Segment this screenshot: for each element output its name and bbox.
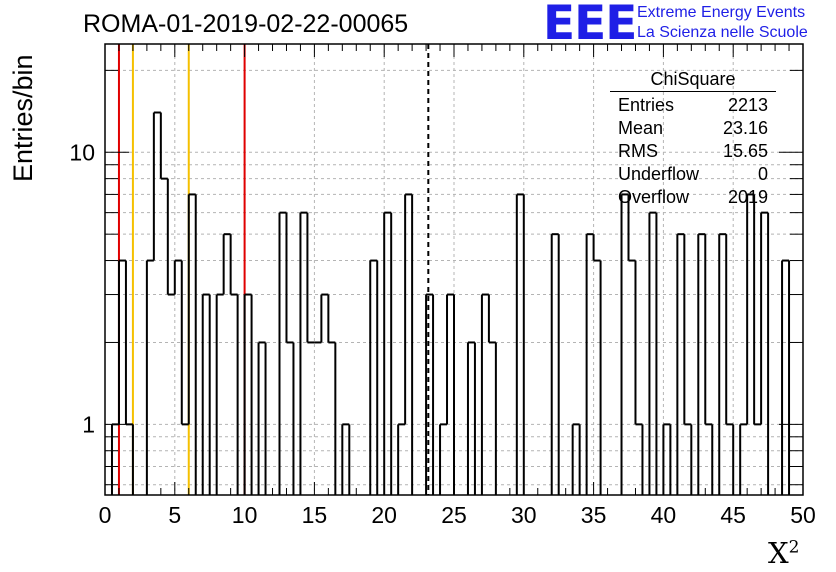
x-tick-label: 0 xyxy=(99,502,112,528)
chart-title: ROMA-01-2019-02-22-00065 xyxy=(83,10,409,38)
stats-divider xyxy=(610,91,776,92)
x-axis-label-superscript: 2 xyxy=(788,537,800,558)
y-tick-label: 10 xyxy=(69,139,95,165)
stats-row-underflow: Underflow 0 xyxy=(618,164,768,184)
x-tick-label: 35 xyxy=(581,502,607,528)
stats-title: ChiSquare xyxy=(650,69,736,89)
stats-row-mean: Mean 23.16 xyxy=(618,118,768,138)
x-tick-label: 10 xyxy=(232,502,258,528)
y-axis-label: Entries/bin xyxy=(8,54,38,182)
x-tick-label: 25 xyxy=(441,502,467,528)
logo-line-1: Extreme Energy Events xyxy=(637,4,806,21)
x-tick-label: 30 xyxy=(511,502,537,528)
logo-line-2: La Scienza nelle Scuole xyxy=(637,24,808,41)
x-tick-label: 5 xyxy=(168,502,181,528)
stats-row-overflow: Overflow 2019 xyxy=(618,187,768,207)
x-tick-label: 50 xyxy=(790,502,816,528)
stats-row-entries: Entries 2213 xyxy=(618,95,768,115)
x-tick-label: 40 xyxy=(651,502,677,528)
eee-logo: EEE xyxy=(543,0,637,51)
y-tick-label: 1 xyxy=(82,411,95,437)
stats-box: ChiSquare Entries 2213 Mean 23.16 RMS 15.65… xyxy=(610,68,776,209)
x-axis-label: X2 xyxy=(768,536,800,570)
x-tick-label: 15 xyxy=(302,502,328,528)
x-tick-label: 20 xyxy=(371,502,397,528)
stats-row-rms: RMS 15.65 xyxy=(618,141,768,161)
x-tick-label: 45 xyxy=(720,502,746,528)
